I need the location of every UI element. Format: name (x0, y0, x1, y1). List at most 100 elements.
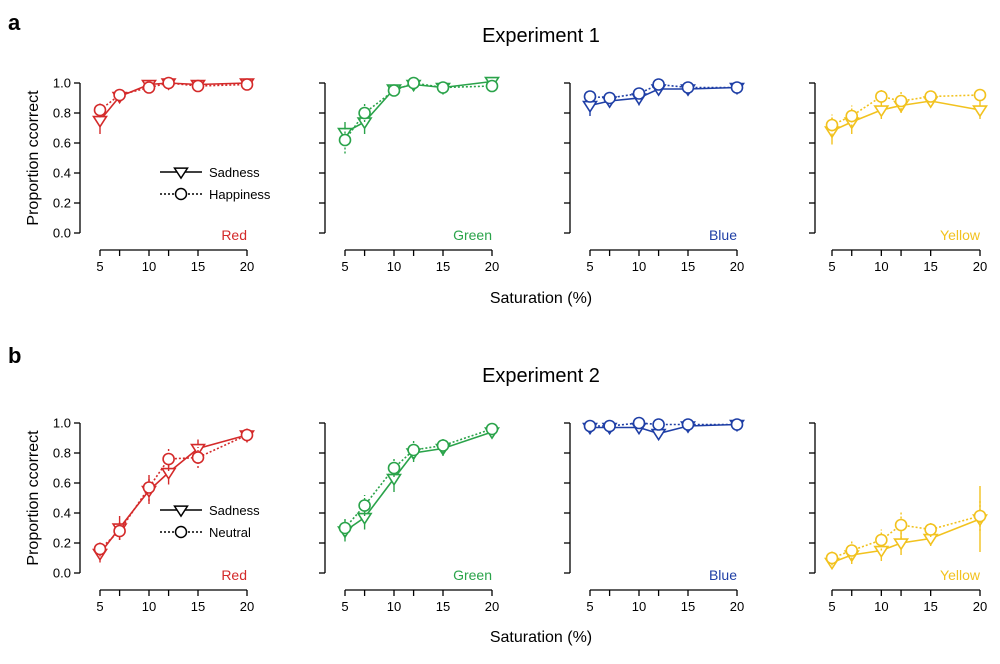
data-point-circle (583, 419, 597, 433)
color-label-green: Green (453, 567, 492, 583)
series-line-sadness (99, 82, 248, 122)
data-point-circle (93, 103, 107, 117)
data-point-circle (436, 439, 450, 452)
x-tick-label: 15 (191, 599, 205, 614)
x-tick-label: 10 (874, 599, 888, 614)
data-point-circle (681, 81, 695, 94)
data-point-circle (924, 523, 937, 536)
series-sadness (337, 427, 500, 542)
data-point-circle (632, 416, 646, 430)
data-point-triangle (873, 105, 890, 118)
data-point-circle (894, 518, 908, 532)
data-point-circle (875, 90, 888, 103)
y-tick-label: 0.0 (53, 566, 71, 581)
series-line-neutral (99, 434, 248, 550)
y-tick-label: 0.6 (53, 476, 71, 491)
series-happiness (583, 78, 744, 105)
color-label-yellow: Yellow (940, 567, 981, 583)
series-sadness (92, 429, 255, 563)
color-label-green: Green (453, 227, 492, 243)
data-point-circle (113, 524, 126, 538)
series-neutral (93, 427, 254, 557)
color-label-red: Red (221, 227, 247, 243)
data-point-circle (338, 521, 352, 535)
data-point-circle (973, 509, 987, 523)
data-point-circle (485, 422, 499, 436)
x-tick-label: 5 (96, 599, 103, 614)
subplot-b-blue: 5 10 15 20 Blue (564, 416, 745, 614)
x-tick-label: 20 (730, 259, 744, 274)
x-tick-label: 15 (436, 259, 450, 274)
data-point-triangle (650, 428, 667, 442)
x-tick-label: 20 (730, 599, 744, 614)
legend-label: Sadness (209, 503, 260, 518)
data-point-triangle (356, 512, 373, 526)
color-label-yellow: Yellow (940, 227, 981, 243)
data-point-circle (845, 109, 859, 123)
data-point-triangle (160, 467, 177, 481)
y-tick-label: 0.2 (53, 536, 71, 551)
panel-b-letter: b (8, 343, 21, 368)
x-tick-label: 10 (142, 259, 156, 274)
data-point-circle (603, 419, 616, 433)
y-tick-label: 0.2 (53, 196, 71, 211)
legend-circle-icon (174, 525, 188, 539)
data-point-circle (240, 428, 254, 442)
data-point-circle (652, 418, 665, 431)
data-point-circle (485, 79, 499, 93)
x-tick-label: 10 (632, 259, 646, 274)
data-point-circle (603, 91, 616, 105)
x-tick-label: 20 (973, 599, 987, 614)
series-happiness (93, 76, 254, 118)
x-tick-label: 15 (681, 599, 695, 614)
subplot-b-red: 0.0 0.2 0.4 0.6 0.8 1.0 5 10 15 20 Red (53, 416, 255, 614)
legend-a: Sadness Happiness (160, 165, 271, 202)
data-point-triangle (873, 545, 890, 559)
color-label-red: Red (221, 567, 247, 583)
x-tick-label: 20 (485, 599, 499, 614)
data-point-circle (825, 118, 839, 132)
x-tick-label: 5 (341, 599, 348, 614)
series-neutral (338, 422, 499, 537)
series-happiness (338, 76, 499, 154)
data-point-circle (973, 88, 987, 102)
data-point-circle (632, 87, 646, 100)
data-point-circle (162, 452, 175, 466)
series-neutral (583, 416, 744, 433)
x-tick-label: 10 (142, 599, 156, 614)
panel-a-letter: a (8, 10, 21, 35)
experiment-1-title: Experiment 1 (482, 25, 600, 47)
x-tick-label: 5 (828, 599, 835, 614)
x-tick-label: 10 (387, 599, 401, 614)
legend-circle-icon (174, 187, 188, 201)
data-point-circle (358, 106, 371, 120)
data-point-circle (93, 542, 107, 556)
x-tick-label: 10 (874, 259, 888, 274)
y-tick-label: 1.0 (53, 416, 71, 431)
data-point-circle (191, 451, 205, 464)
data-point-circle (358, 499, 371, 512)
data-point-circle (407, 76, 420, 90)
y-tick-label: 0.8 (53, 106, 71, 121)
subplot-a-red: 0.0 0.2 0.4 0.6 0.8 1.0 5 10 15 20 Red (53, 76, 255, 274)
panel-b-xlabel: Saturation (%) (490, 629, 592, 646)
legend-triangle-icon (173, 505, 189, 518)
data-point-circle (142, 481, 156, 494)
x-tick-label: 10 (632, 599, 646, 614)
data-point-triangle (893, 538, 910, 551)
data-point-circle (162, 76, 175, 90)
data-point-circle (142, 81, 156, 94)
series-neutral (825, 501, 987, 566)
data-point-circle (387, 461, 401, 475)
x-tick-label: 15 (923, 259, 937, 274)
panel-a-ylabel: Proportion ccorrect (25, 90, 42, 226)
data-point-triangle (582, 100, 598, 114)
x-tick-label: 15 (681, 259, 695, 274)
legend-label: Sadness (209, 165, 260, 180)
series-happiness (825, 88, 987, 136)
data-point-circle (730, 418, 744, 431)
data-point-circle (894, 94, 908, 108)
legend-label: Neutral (209, 525, 251, 540)
y-tick-label: 0.0 (53, 226, 71, 241)
